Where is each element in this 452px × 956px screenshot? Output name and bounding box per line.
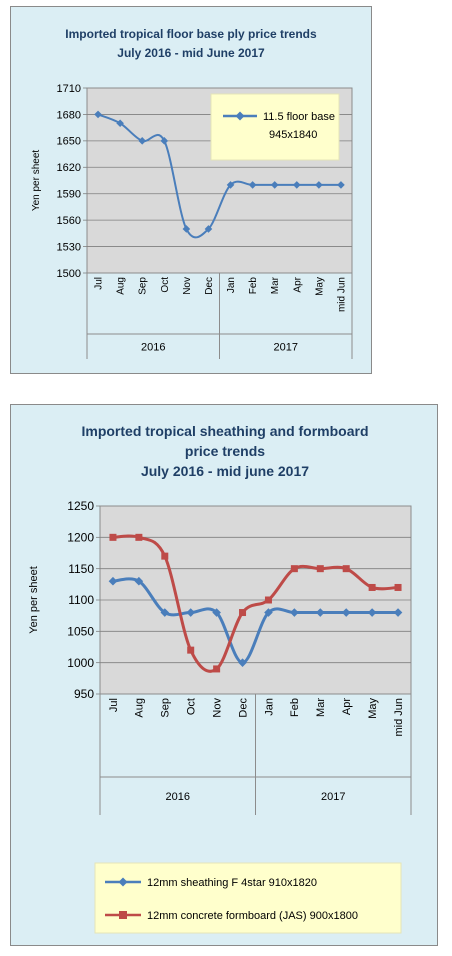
x-tick-label: Jan [226, 277, 237, 293]
floor-base-chart-panel: Imported tropical floor base ply price t… [10, 6, 372, 374]
y-tick-label: 1620 [57, 162, 81, 174]
chart-title-line: July 2016 - mid june 2017 [141, 463, 309, 479]
y-tick-label: 1200 [67, 531, 94, 545]
y-tick-label: 1590 [57, 189, 81, 201]
x-tick-label: Oct [160, 277, 171, 293]
legend-label: 12mm concrete formboard (JAS) 900x1800 [147, 910, 358, 922]
legend-label: 11.5 floor base [263, 111, 335, 123]
x-tick-label: May [367, 698, 379, 719]
data-point [135, 534, 142, 541]
y-tick-label: 1560 [57, 215, 81, 227]
data-point [187, 647, 194, 654]
y-tick-label: 1250 [67, 499, 94, 513]
data-point [265, 597, 272, 604]
legend-marker [119, 911, 127, 919]
y-axis-label: Yen per sheet [28, 566, 40, 633]
x-tick-label: Feb [248, 277, 259, 295]
chart-title-line: Imported tropical sheathing and formboar… [81, 423, 368, 439]
data-point [109, 534, 116, 541]
x-tick-label: Sep [138, 277, 149, 295]
group-label: 2017 [321, 791, 345, 803]
y-tick-label: 1000 [67, 656, 94, 670]
y-tick-label: 1100 [68, 593, 94, 607]
x-tick-label: Oct [186, 698, 198, 715]
x-tick-label: Jul [108, 698, 120, 712]
legend-label: 945x1840 [269, 129, 317, 141]
group-label: 2016 [141, 342, 165, 354]
data-point [317, 565, 324, 572]
data-point [161, 553, 168, 560]
x-tick-label: Dec [237, 698, 249, 718]
x-tick-label: Feb [289, 698, 301, 717]
y-tick-label: 1650 [57, 136, 81, 148]
y-tick-label: 1500 [57, 268, 81, 280]
y-tick-label: 1680 [57, 109, 81, 121]
x-tick-label: Jan [263, 698, 275, 716]
floor-base-chart: Imported tropical floor base ply price t… [11, 7, 373, 375]
legend-box [211, 94, 339, 160]
x-tick-label: Mar [315, 698, 327, 717]
x-tick-label: Apr [292, 276, 303, 292]
x-tick-label: Apr [341, 698, 353, 715]
data-point [343, 565, 350, 572]
chart-title-line: July 2016 - mid June 2017 [117, 46, 265, 60]
x-tick-label: Sep [160, 698, 172, 718]
data-point [291, 565, 298, 572]
data-point [239, 609, 246, 616]
legend-box [95, 863, 401, 933]
x-tick-label: mid Jun [393, 698, 405, 737]
data-point [369, 584, 376, 591]
x-tick-label: mid Jun [336, 277, 347, 312]
chart-title-line: Imported tropical floor base ply price t… [65, 27, 317, 41]
x-tick-label: Jul [94, 277, 105, 290]
y-tick-label: 1050 [67, 625, 94, 639]
sheathing-formboard-chart-panel: Imported tropical sheathing and formboar… [10, 404, 438, 946]
x-tick-label: May [314, 277, 325, 296]
data-point [395, 584, 402, 591]
x-tick-label: Nov [182, 277, 193, 295]
data-point [213, 665, 220, 672]
x-tick-label: Dec [204, 277, 215, 295]
legend-label: 12mm sheathing F 4star 910x1820 [147, 877, 317, 889]
y-tick-label: 1530 [57, 241, 81, 253]
y-tick-label: 950 [74, 687, 94, 701]
x-tick-label: Aug [116, 277, 127, 295]
x-tick-label: Mar [270, 276, 281, 294]
y-tick-label: 1710 [57, 83, 81, 95]
y-axis-label: Yen per sheet [31, 150, 42, 212]
x-tick-label: Aug [134, 698, 146, 718]
y-tick-label: 1150 [68, 562, 94, 576]
group-label: 2017 [274, 342, 298, 354]
x-tick-label: Nov [211, 698, 223, 718]
chart-title-line: price trends [185, 443, 265, 459]
sheathing-formboard-chart: Imported tropical sheathing and formboar… [11, 405, 439, 947]
group-label: 2016 [166, 791, 190, 803]
